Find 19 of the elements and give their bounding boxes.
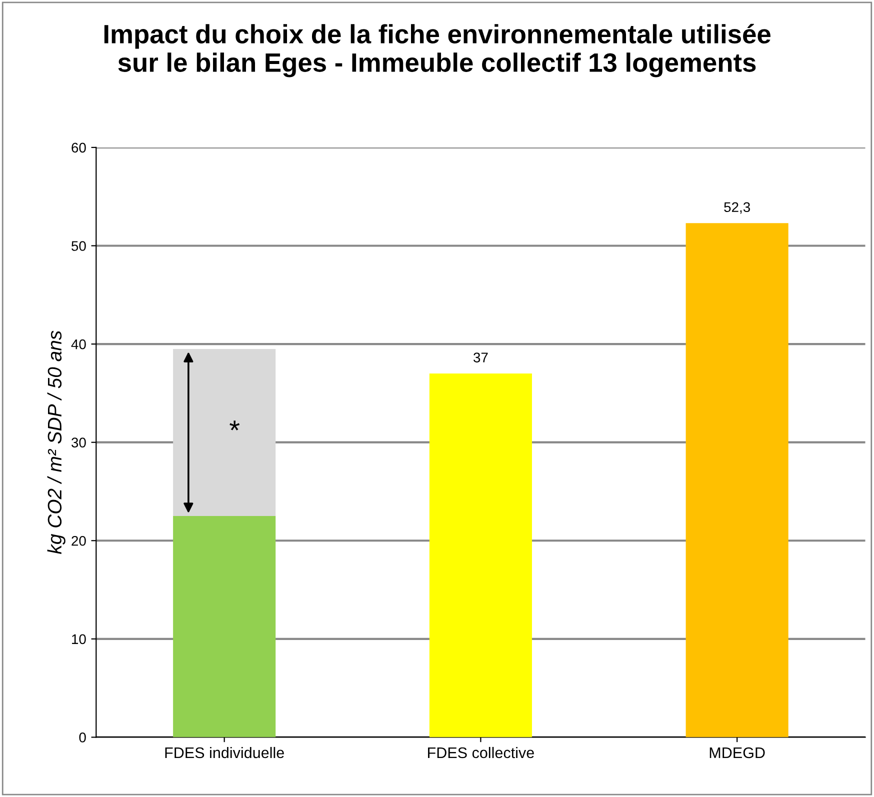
- y-tick-label: 40: [71, 339, 86, 350]
- x-tick-label: FDES collective: [428, 746, 534, 758]
- y-tick-label: 20: [72, 536, 86, 546]
- y-axis-title: kg CO2 / m² SDP / 50 ans: [47, 330, 66, 554]
- x-tick-label: MDEGD: [710, 747, 765, 758]
- x-tick-label: FDES individuelle: [165, 746, 284, 758]
- y-tick-label: 10: [72, 634, 86, 644]
- bar: [429, 374, 532, 738]
- annotation: *: [230, 420, 240, 430]
- y-tick-label: 0: [79, 732, 86, 742]
- bar: [173, 516, 276, 738]
- y-tick-label: 60: [72, 142, 86, 153]
- y-tick-label: 50: [72, 241, 86, 251]
- y-tick-label: 30: [72, 438, 86, 448]
- chart-title: Impact du choix de la fiche environnementale utilisée sur le bilan Eges - Immeuble collectif 13 logements: [104, 24, 770, 78]
- bar: [686, 223, 788, 738]
- data-label: 37: [474, 352, 488, 362]
- bar: [173, 348, 276, 516]
- data-label: 52,3: [724, 202, 750, 214]
